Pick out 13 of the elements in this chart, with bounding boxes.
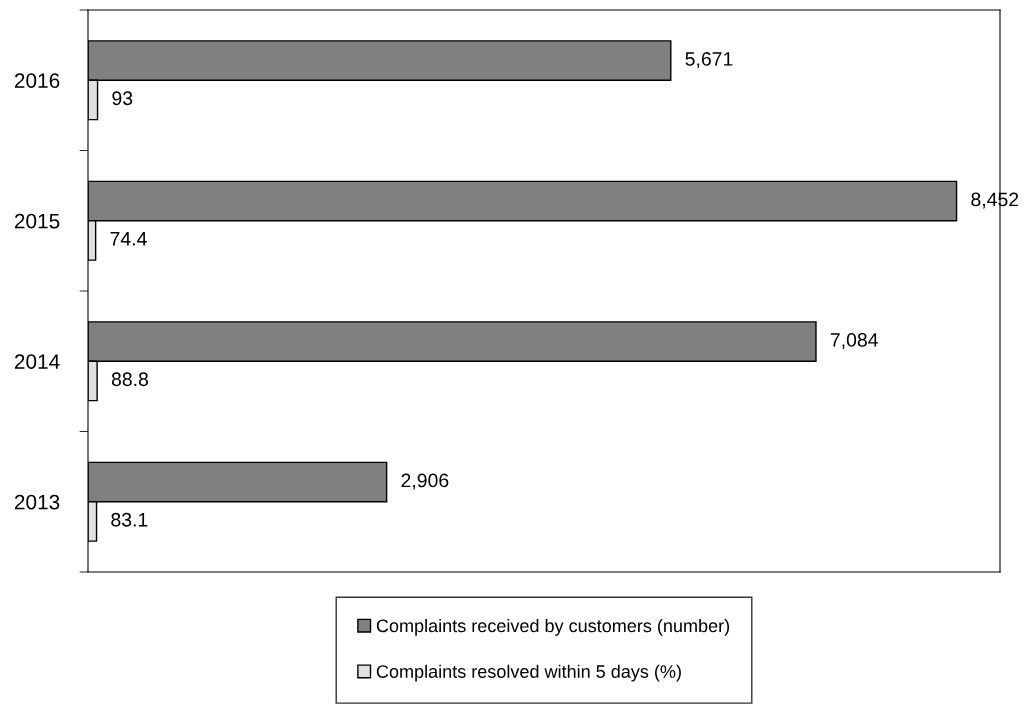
data-label: 2,906 [401, 473, 449, 490]
y-tick-label: 2013 [14, 494, 60, 510]
data-label: 88.8 [111, 372, 149, 387]
y-tick-label: 2016 [14, 73, 60, 88]
data-label: 5,671 [685, 52, 733, 69]
y-tick-label: 2015 [14, 213, 60, 229]
data-label: 74.4 [110, 232, 147, 246]
data-label: 83.1 [111, 512, 148, 527]
legend-label: Complaints resolved within 5 days (%) [376, 664, 681, 682]
data-label: 93 [112, 91, 133, 106]
legend-label: Complaints received by customers (number) [376, 618, 730, 636]
data-label: 7,084 [830, 333, 878, 350]
y-tick-label: 2014 [14, 354, 60, 369]
